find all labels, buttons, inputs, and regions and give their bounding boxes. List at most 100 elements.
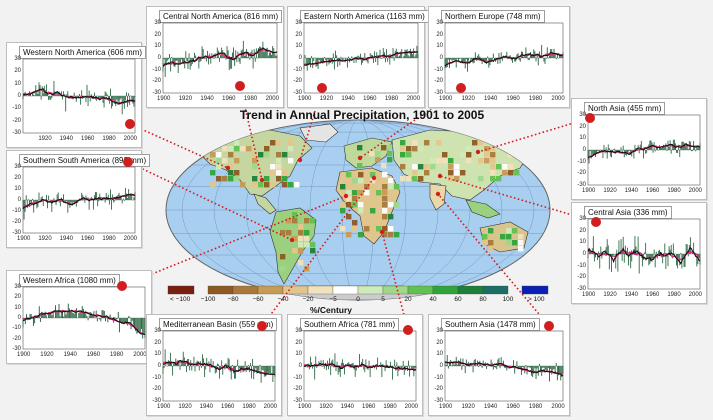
anomaly-bar	[189, 366, 191, 371]
trend-cell	[346, 214, 352, 220]
trend-cell	[376, 226, 382, 232]
y-tick-label: 0	[17, 93, 21, 99]
anomaly-bar	[68, 200, 70, 204]
y-tick-label: 0	[439, 55, 443, 61]
x-tick-label: 1960	[81, 136, 95, 142]
trend-cell	[490, 158, 496, 164]
connector-dot	[317, 83, 327, 93]
anomaly-bar	[505, 366, 507, 369]
anomaly-bar	[697, 148, 699, 150]
anomaly-bar	[455, 58, 457, 68]
connector-target	[289, 237, 295, 243]
anomaly-bar	[94, 92, 95, 96]
legend-label-high: > 100	[528, 296, 545, 303]
anomaly-bar	[613, 149, 615, 150]
anomaly-bar	[48, 312, 50, 318]
y-tick-label: -10	[12, 208, 21, 214]
anomaly-bar	[615, 254, 617, 269]
anomaly-bar	[80, 311, 82, 318]
anomaly-bar	[88, 315, 90, 318]
anomaly-bar	[330, 58, 332, 62]
anomaly-bar	[458, 58, 459, 62]
anomaly-bar	[611, 254, 612, 272]
anomaly-bar	[249, 58, 251, 60]
anomaly-bar	[492, 366, 494, 370]
anomaly-bar	[59, 316, 61, 318]
trend-cell	[382, 172, 388, 178]
trend-cell	[222, 158, 228, 164]
anomaly-bar	[211, 366, 213, 369]
anomaly-bar	[306, 366, 308, 368]
x-tick-label: 2000	[265, 96, 279, 102]
anomaly-bar	[172, 366, 174, 376]
anomaly-bar	[345, 58, 347, 59]
anomaly-bar	[222, 366, 224, 375]
y-tick-label: 0	[157, 363, 161, 369]
trend-cell	[394, 184, 400, 190]
anomaly-bar	[261, 366, 263, 370]
anomaly-bar	[105, 92, 107, 96]
anomaly-bar	[104, 200, 106, 203]
anomaly-bar	[608, 254, 610, 270]
trend-cell	[304, 236, 310, 242]
anomaly-bar	[264, 50, 266, 58]
anomaly-bar	[99, 193, 101, 200]
trend-cell	[381, 163, 387, 169]
anomaly-bar	[124, 187, 126, 200]
anomaly-bar	[519, 366, 521, 369]
anomaly-bar	[86, 315, 88, 318]
anomaly-bar	[115, 318, 117, 321]
anomaly-bar	[305, 366, 307, 367]
trend-cell	[424, 140, 430, 146]
anomaly-bar	[57, 192, 59, 200]
anomaly-bar	[525, 364, 527, 366]
trend-cell	[252, 152, 258, 158]
anomaly-bar	[402, 360, 404, 366]
anomaly-bar	[171, 363, 172, 366]
legend-tick-label: 80	[479, 296, 487, 303]
anomaly-bar	[274, 53, 276, 58]
anomaly-bar	[227, 50, 229, 58]
y-tick-label: 30	[154, 20, 161, 26]
anomaly-bar	[348, 56, 349, 58]
x-tick-label: 1920	[178, 96, 193, 102]
trend-cell	[370, 202, 376, 208]
anomaly-bar	[331, 360, 333, 366]
anomaly-bar	[401, 366, 403, 369]
anomaly-bar	[235, 50, 237, 58]
region-title: Southern Asia (1478 mm)	[441, 318, 540, 331]
land-southeast-asia	[465, 199, 501, 219]
anomaly-bar	[130, 193, 132, 200]
x-tick-label: 1900	[17, 236, 31, 242]
anomaly-bar	[545, 58, 547, 59]
anomaly-bar	[318, 58, 320, 61]
trend-cell	[292, 236, 298, 242]
anomaly-bar	[602, 254, 604, 256]
trend-cell	[512, 228, 518, 234]
anomaly-bar	[471, 58, 473, 60]
anomaly-bar	[132, 318, 134, 325]
anomaly-bar	[513, 360, 515, 366]
legend-swatch	[457, 285, 484, 295]
anomaly-bar	[468, 58, 470, 61]
anomaly-bar	[33, 94, 35, 96]
anomaly-bar	[63, 194, 64, 200]
y-tick-label: 20	[154, 339, 161, 346]
anomaly-bar	[502, 360, 504, 366]
y-tick-label: 10	[14, 304, 21, 311]
trend-cell	[466, 152, 472, 158]
anomaly-bar	[643, 150, 644, 159]
trend-cell	[382, 196, 388, 202]
anomaly-bar	[172, 58, 174, 62]
anomaly-bar	[351, 363, 353, 366]
trend-cell	[258, 152, 264, 158]
anomaly-bar	[678, 254, 680, 259]
anomaly-bar	[633, 150, 635, 159]
anomaly-bar	[369, 53, 371, 58]
anomaly-bar	[264, 366, 266, 377]
anomaly-bar	[587, 254, 589, 259]
anomaly-bar	[332, 359, 334, 366]
trend-cell	[340, 226, 346, 232]
anomaly-bar	[165, 58, 167, 65]
y-tick-label: -10	[293, 66, 302, 73]
